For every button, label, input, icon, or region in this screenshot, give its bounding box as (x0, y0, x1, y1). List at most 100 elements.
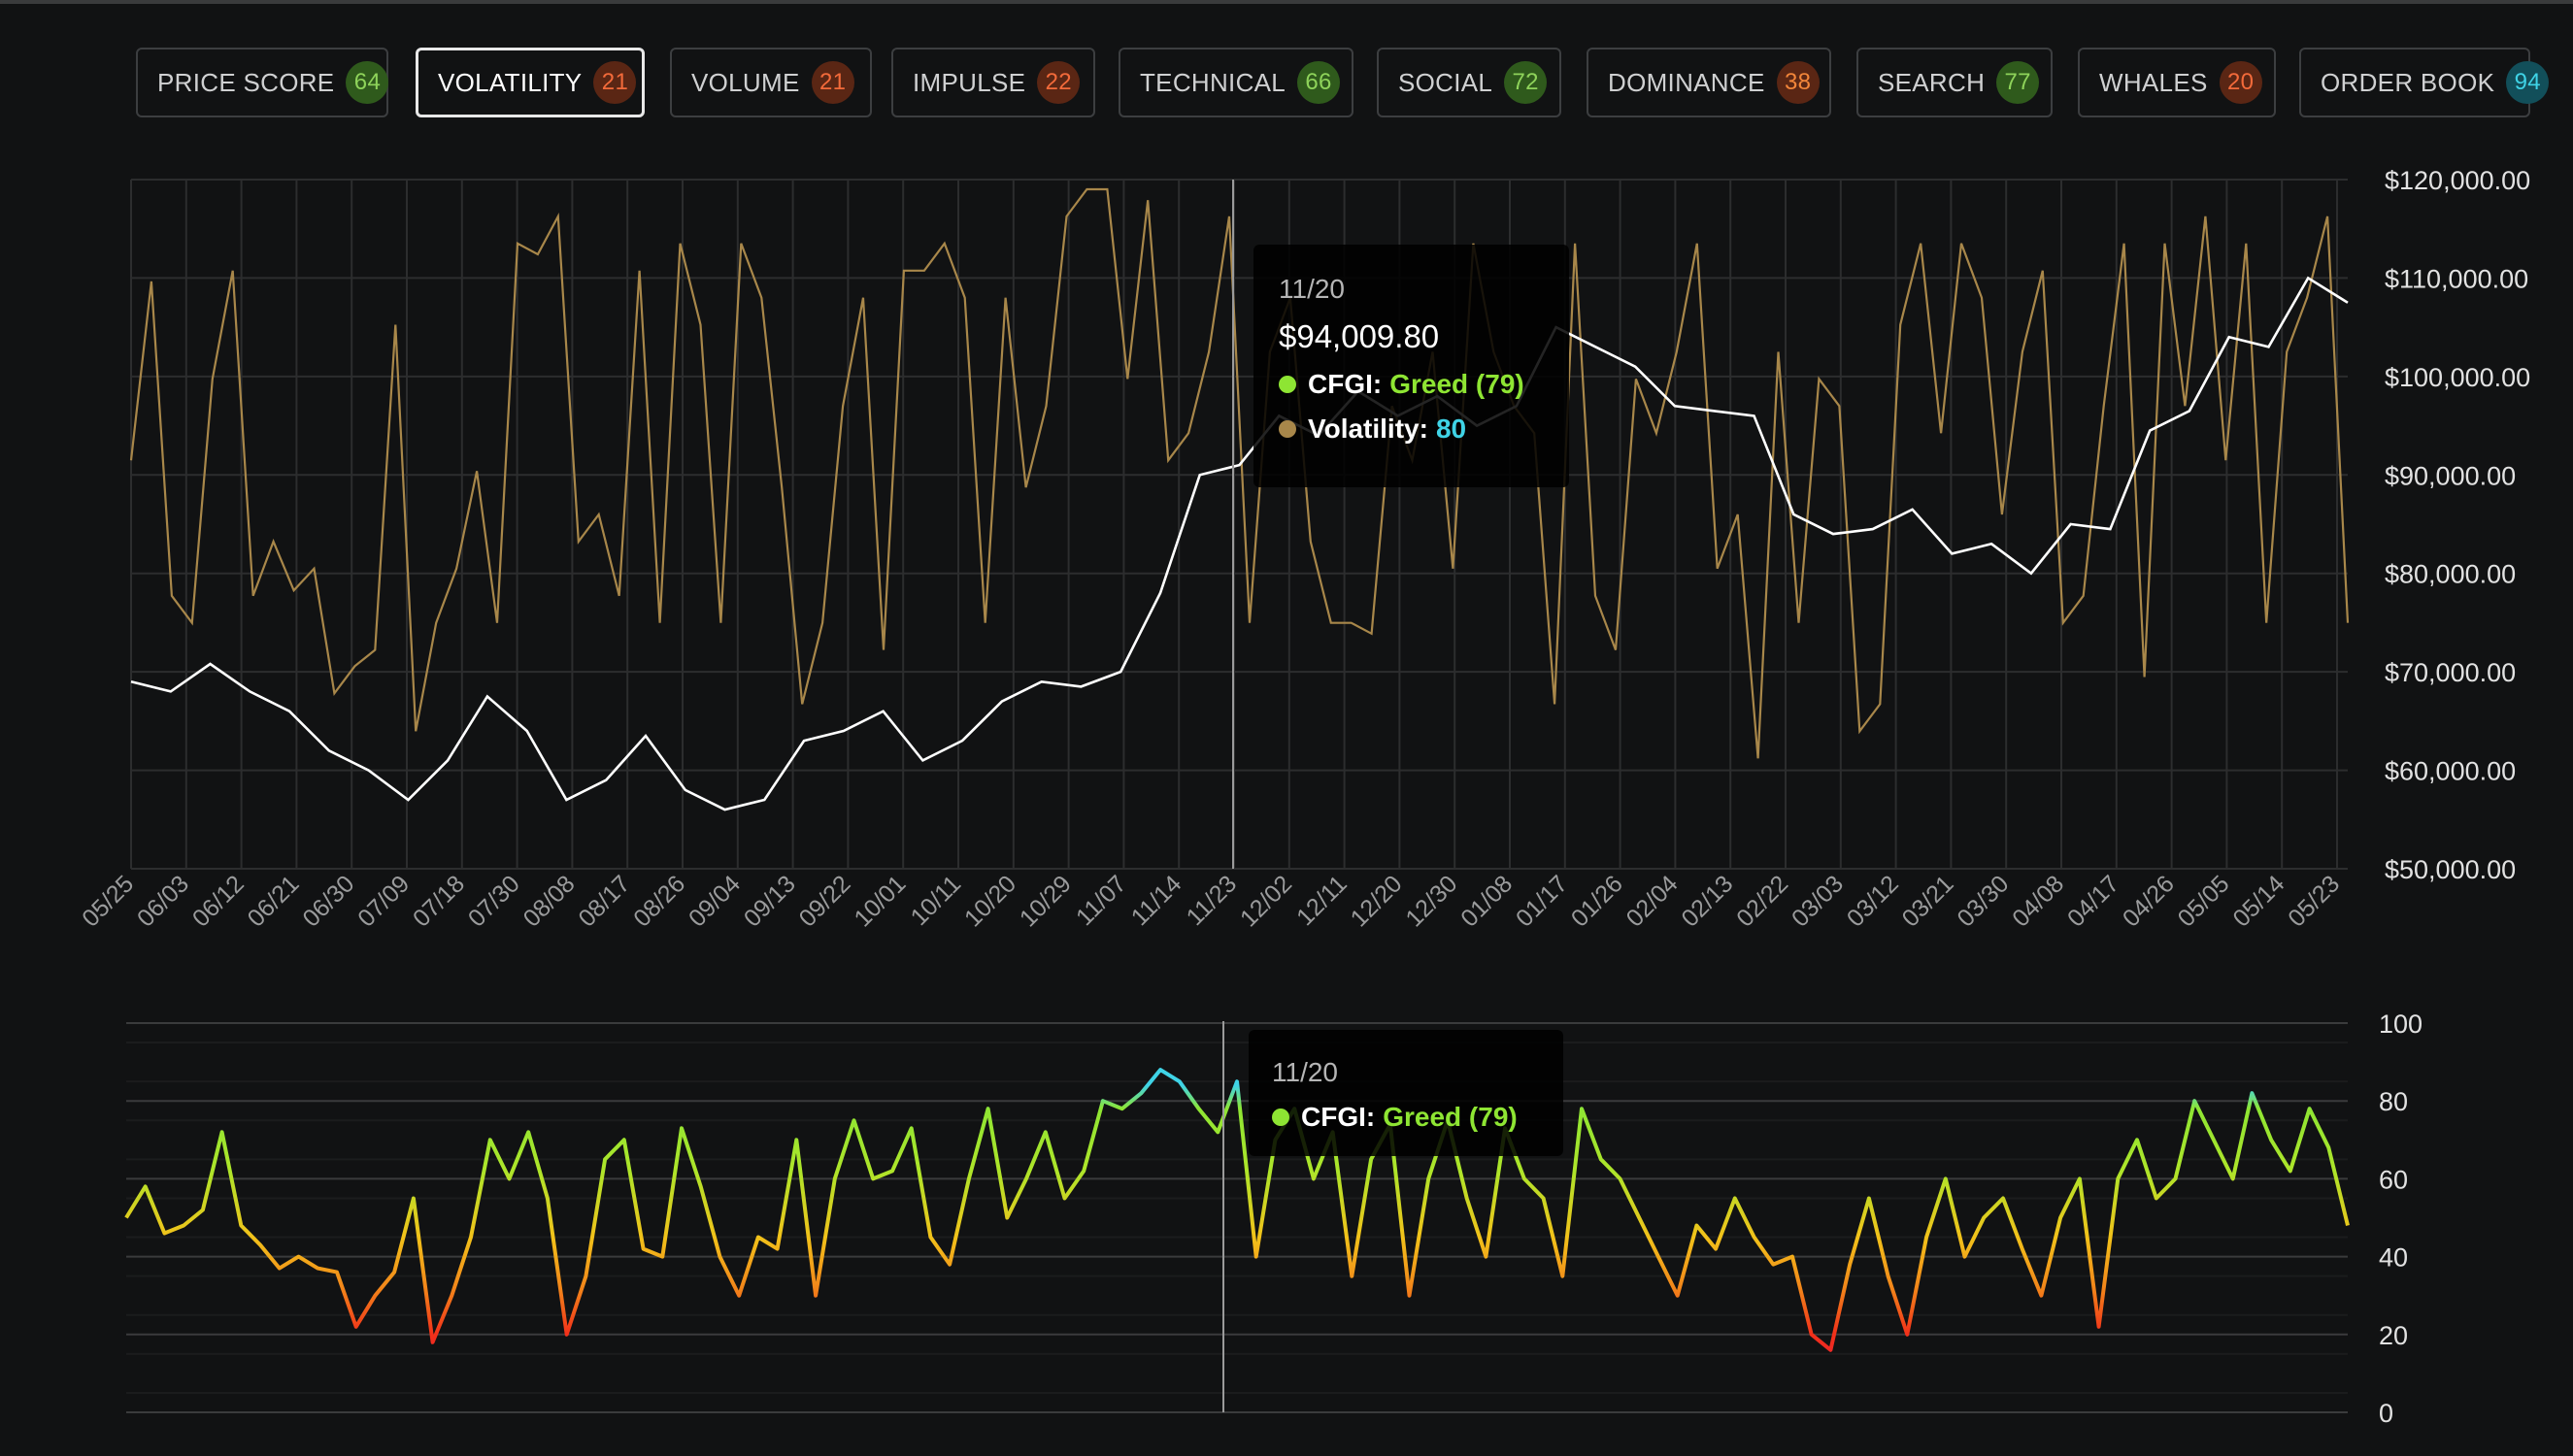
volatility-series-line (129, 187, 2350, 759)
tab-technical[interactable]: TECHNICAL 66 (1119, 48, 1353, 117)
tab-volume[interactable]: VOLUME 21 (670, 48, 872, 117)
x-tick-label: 06/30 (297, 870, 359, 932)
tab-label: ORDER BOOK (2321, 67, 2495, 97)
x-tick-label: 02/22 (1731, 870, 1793, 932)
tooltip-cfgi-label: CFGI: (1308, 369, 1383, 399)
x-tick-label: 03/21 (1897, 870, 1959, 932)
tab-order-book[interactable]: ORDER BOOK 94 (2299, 48, 2550, 117)
tooltip-cfgi-row: CFGI: Greed (79) (1279, 369, 1569, 400)
tab-label: DOMINANCE (1608, 67, 1765, 97)
y-tick-label: 0 (2379, 1399, 2393, 1428)
y-tick-label: $120,000.00 (2385, 166, 2530, 195)
x-tick-label: 09/13 (739, 870, 801, 932)
y-tick-label: 60 (2379, 1165, 2408, 1194)
price-series-line (130, 276, 2349, 811)
x-tick-label: 09/04 (684, 870, 746, 932)
tab-label: WHALES (2099, 67, 2208, 97)
tab-score-badge: 20 (2219, 61, 2262, 104)
y-tick-label: 40 (2379, 1243, 2408, 1273)
x-tick-label: 03/03 (1787, 870, 1849, 932)
x-tick-label: 05/23 (2283, 870, 2345, 932)
x-tick-label: 03/30 (1952, 870, 2014, 932)
x-tick-label: 01/08 (1455, 870, 1518, 932)
x-tick-label: 10/20 (959, 870, 1021, 932)
tab-score-badge: 38 (1776, 61, 1820, 104)
x-tick-label: 04/26 (2118, 870, 2180, 932)
tab-score-badge: 21 (593, 61, 637, 104)
tab-score-badge: 64 (346, 61, 389, 104)
tab-label: TECHNICAL (1140, 67, 1286, 97)
x-tick-label: 05/14 (2227, 870, 2289, 932)
y-tick-label: $70,000.00 (2385, 658, 2516, 687)
tooltip-price: $94,009.80 (1279, 318, 1440, 354)
tab-score-badge: 21 (811, 61, 854, 104)
x-tick-label: 11/07 (1071, 870, 1132, 931)
greed-dot-icon (1279, 376, 1296, 393)
y-tick-label: $90,000.00 (2385, 461, 2516, 490)
y-tick-label: 20 (2379, 1321, 2408, 1350)
price-tooltip: 11/20 $94,009.80 CFGI: Greed (79) Volati… (1253, 245, 1569, 487)
x-tick-label: 08/08 (518, 870, 581, 932)
tab-social[interactable]: SOCIAL 72 (1377, 48, 1561, 117)
x-tick-label: 05/05 (2173, 870, 2235, 932)
x-tick-label: 10/01 (849, 870, 911, 932)
x-tick-label: 11/14 (1126, 870, 1187, 931)
y-tick-label: $50,000.00 (2385, 855, 2516, 884)
tooltip-date: 11/20 (1279, 274, 1345, 304)
x-tick-label: 12/20 (1346, 870, 1408, 932)
x-tick-label: 03/12 (1842, 870, 1904, 932)
y-tick-label: $110,000.00 (2385, 264, 2528, 293)
x-tick-label: 05/25 (77, 870, 139, 932)
cfgi-tooltip-date: 11/20 (1272, 1057, 1338, 1087)
greed-dot-icon (1272, 1109, 1289, 1126)
tab-label: SOCIAL (1398, 67, 1493, 97)
cfgi-series-line (124, 1068, 2350, 1352)
x-tick-label: 02/04 (1621, 870, 1684, 932)
y-tick-label: $100,000.00 (2385, 363, 2530, 392)
x-tick-label: 08/26 (628, 870, 690, 932)
tab-score-badge: 66 (1297, 61, 1341, 104)
x-tick-label: 04/17 (2062, 870, 2124, 932)
tab-score-badge: 72 (1504, 61, 1548, 104)
tab-volatility[interactable]: VOLATILITY 21 (416, 48, 645, 117)
cfgi-tooltip-label: CFGI: (1301, 1102, 1376, 1132)
cfgi-tooltip-row: CFGI: Greed (79) (1272, 1102, 1563, 1133)
x-tick-label: 09/22 (794, 870, 856, 932)
tooltip-cfgi-value: Greed (79) (1389, 369, 1524, 399)
tab-search[interactable]: SEARCH 77 (1856, 48, 2053, 117)
cfgi-tooltip-value: Greed (79) (1383, 1102, 1518, 1132)
x-tick-label: 08/17 (573, 870, 635, 932)
x-tick-label: 10/11 (906, 870, 967, 931)
tab-impulse[interactable]: IMPULSE 22 (891, 48, 1095, 117)
x-tick-label: 11/23 (1182, 870, 1243, 931)
tab-whales[interactable]: WHALES 20 (2078, 48, 2276, 117)
tooltip-volatility-label: Volatility: (1308, 414, 1428, 444)
tab-score-badge: 77 (1996, 61, 2040, 104)
x-tick-label: 02/13 (1676, 870, 1738, 932)
tab-dominance[interactable]: DOMINANCE 38 (1587, 48, 1831, 117)
x-tick-label: 06/03 (132, 870, 194, 932)
x-tick-label: 07/30 (463, 870, 525, 932)
tab-label: PRICE SCORE (157, 67, 335, 97)
x-tick-label: 12/02 (1235, 870, 1297, 932)
x-tick-label: 04/08 (2007, 870, 2069, 932)
tooltip-volatility-row: Volatility: 80 (1279, 414, 1569, 445)
y-tick-label: 80 (2379, 1087, 2408, 1116)
x-tick-label: 10/29 (1015, 870, 1077, 932)
x-tick-label: 12/30 (1400, 870, 1462, 932)
x-tick-label: 06/12 (187, 870, 250, 932)
x-tick-label: 12/11 (1291, 870, 1353, 931)
tab-label: VOLUME (691, 67, 800, 97)
x-tick-label: 06/21 (243, 870, 305, 932)
tab-label: IMPULSE (913, 67, 1026, 97)
tab-price-score[interactable]: PRICE SCORE 64 (136, 48, 389, 117)
cfgi-tooltip: 11/20 CFGI: Greed (79) (1249, 1030, 1563, 1156)
tab-label: VOLATILITY (438, 67, 583, 97)
y-tick-label: $80,000.00 (2385, 560, 2516, 589)
tab-label: SEARCH (1878, 67, 1986, 97)
x-tick-label: 01/17 (1511, 870, 1573, 932)
y-tick-label: 100 (2379, 1009, 2423, 1039)
x-tick-label: 01/26 (1566, 870, 1628, 932)
volatility-dot-icon (1279, 420, 1296, 438)
